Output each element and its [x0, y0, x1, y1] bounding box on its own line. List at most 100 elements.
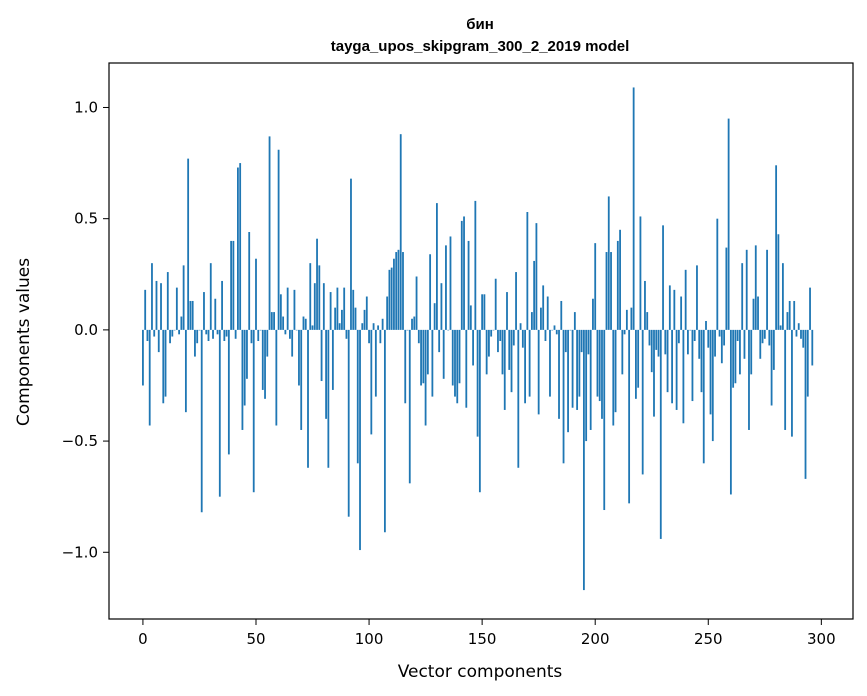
bar — [682, 329, 685, 424]
bar — [402, 252, 404, 330]
bar — [420, 329, 422, 386]
bar — [485, 329, 488, 375]
bar — [162, 329, 165, 404]
bar — [243, 329, 246, 406]
y-tick-label: 0.0 — [74, 321, 98, 339]
bar — [727, 118, 730, 330]
bar — [408, 329, 411, 484]
bar — [354, 307, 357, 330]
bar — [558, 329, 560, 419]
bar — [467, 240, 470, 330]
bar — [252, 329, 255, 493]
bar — [535, 223, 538, 330]
bar — [639, 216, 642, 330]
bar — [763, 329, 766, 339]
bar — [628, 329, 631, 504]
bar — [225, 329, 228, 337]
x-tick-label: 50 — [246, 630, 265, 648]
bar — [370, 329, 373, 435]
bar — [784, 329, 787, 430]
bar — [576, 329, 579, 410]
bar — [806, 329, 809, 397]
bar — [478, 329, 481, 493]
bar — [677, 329, 680, 344]
bar — [216, 329, 219, 335]
bar — [275, 329, 278, 426]
bar — [768, 329, 771, 346]
bar — [510, 329, 513, 393]
bar — [555, 329, 558, 335]
bar — [440, 283, 443, 330]
bar — [451, 329, 454, 386]
bar — [395, 252, 398, 330]
bar — [386, 296, 389, 330]
bar — [230, 240, 233, 330]
bar — [589, 329, 592, 430]
y-axis-label: Components values — [14, 258, 34, 426]
bar — [506, 292, 508, 330]
bar — [648, 329, 651, 346]
bar — [526, 212, 529, 330]
bar — [625, 309, 628, 330]
bar — [157, 329, 160, 353]
bar — [659, 329, 662, 539]
bar — [612, 329, 615, 426]
bar — [675, 329, 678, 410]
x-tick-label: 0 — [138, 630, 148, 648]
bar — [257, 329, 260, 341]
bar — [800, 329, 802, 339]
bar — [671, 329, 673, 404]
x-tick-label: 250 — [694, 630, 723, 648]
bar — [327, 329, 330, 468]
bar — [781, 263, 784, 330]
bar — [300, 329, 303, 430]
bar — [189, 300, 192, 330]
bar — [637, 329, 640, 388]
bar — [365, 296, 368, 330]
bar — [725, 247, 728, 330]
bar — [736, 329, 739, 341]
plot-area-frame — [108, 62, 854, 620]
bar — [388, 269, 391, 330]
bar — [657, 329, 660, 357]
bar — [352, 289, 355, 330]
bar — [227, 329, 230, 455]
bar — [393, 258, 395, 330]
bar — [361, 323, 364, 330]
bar — [716, 218, 719, 330]
bar — [223, 329, 226, 341]
bar — [571, 329, 574, 408]
bar — [664, 329, 667, 355]
bar — [250, 329, 253, 344]
bar — [779, 325, 782, 330]
bar — [791, 329, 793, 437]
bar — [668, 285, 671, 330]
bar — [248, 232, 251, 330]
bar — [341, 309, 343, 330]
bar — [255, 258, 257, 330]
bar — [153, 329, 156, 337]
bar — [616, 240, 619, 330]
bar — [689, 329, 692, 331]
bar — [702, 329, 705, 464]
bar — [512, 329, 515, 346]
bar — [621, 329, 624, 375]
y-tick-label: 1.0 — [74, 98, 98, 116]
bar — [458, 329, 461, 384]
bar — [442, 329, 445, 379]
bar — [298, 329, 300, 386]
bar — [196, 329, 199, 344]
bar — [707, 329, 710, 348]
bar — [646, 312, 649, 330]
bar — [374, 329, 377, 397]
bar — [411, 318, 413, 330]
bar — [567, 329, 569, 433]
bar — [424, 329, 427, 426]
bar — [372, 323, 375, 330]
bar — [537, 329, 540, 415]
bar — [673, 289, 676, 330]
bar — [293, 289, 296, 330]
bar — [336, 287, 339, 330]
bar — [757, 296, 759, 330]
bar — [178, 329, 181, 335]
